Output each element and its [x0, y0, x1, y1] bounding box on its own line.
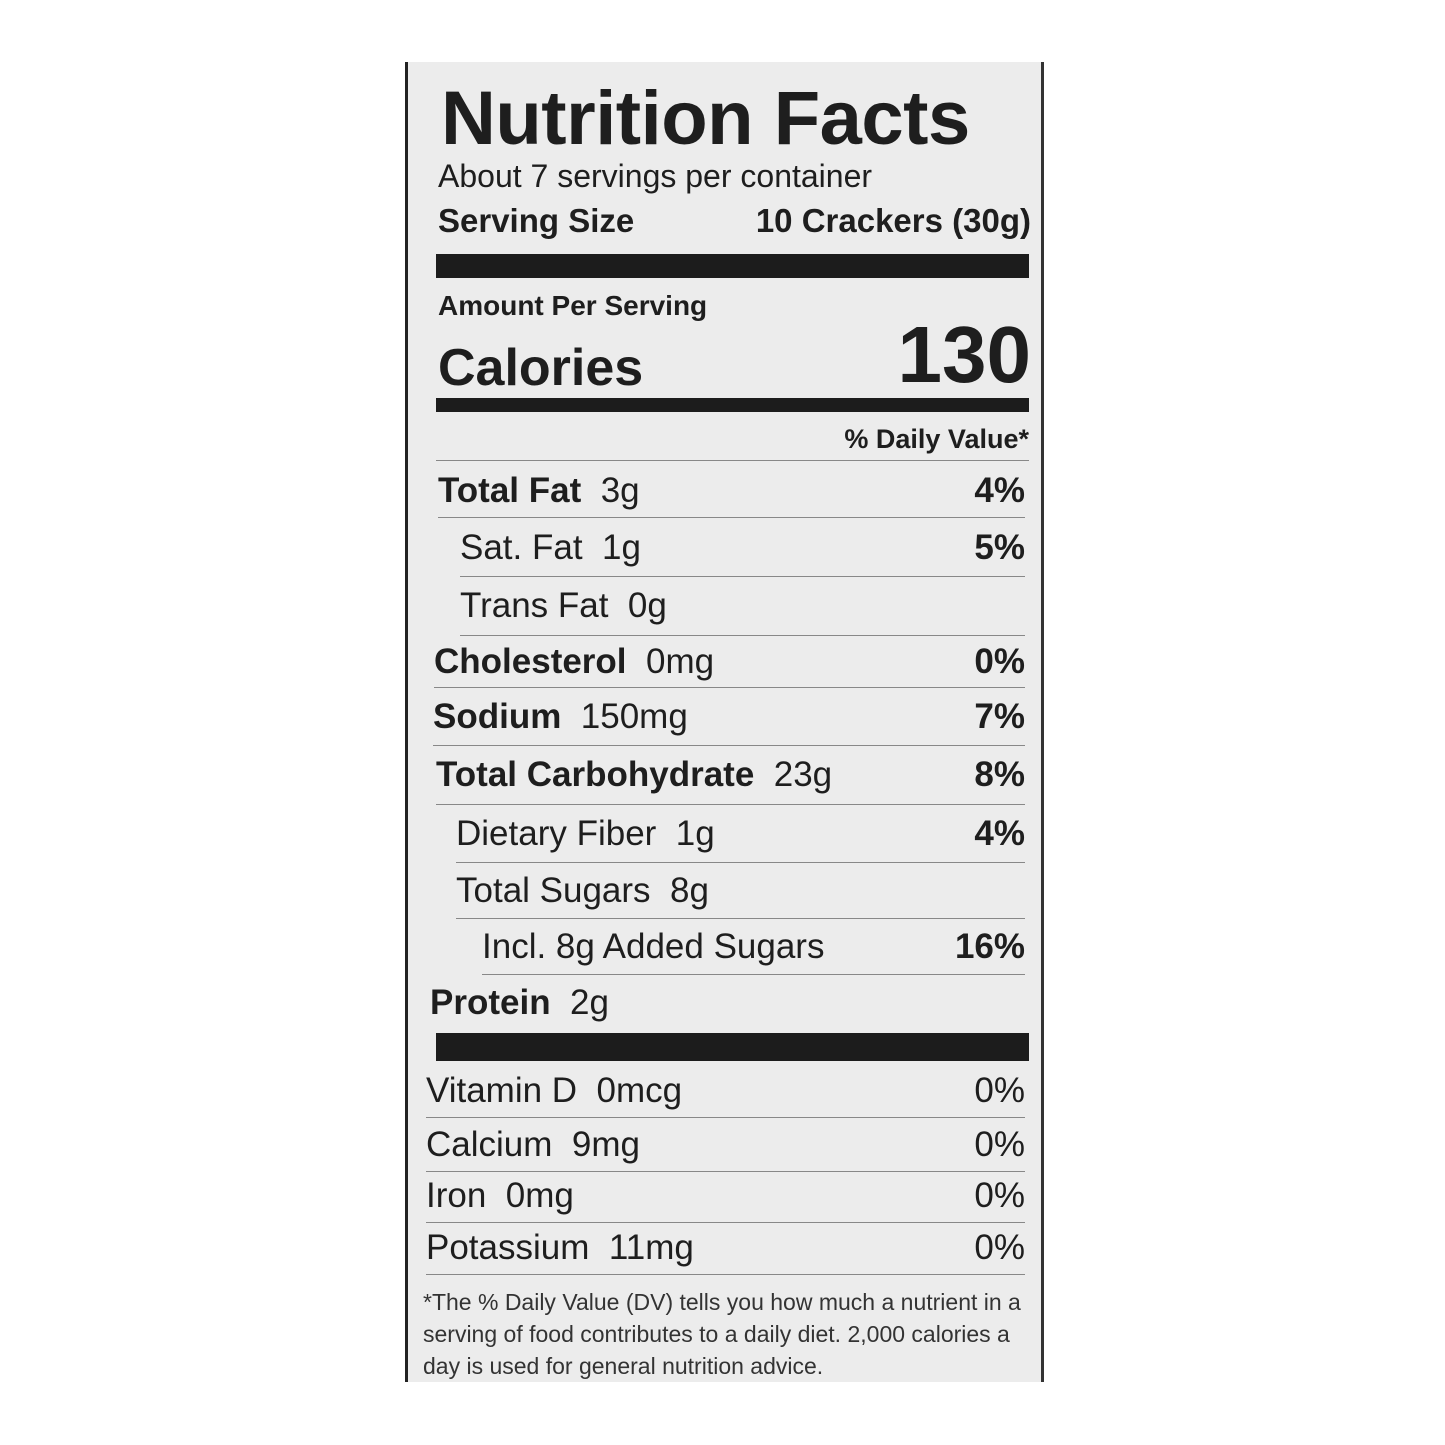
vitamin-daily-value: 0% [974, 1071, 1025, 1110]
nutrient-label: Total Carbohydrate 23g [436, 755, 832, 795]
calories-label: Calories [438, 339, 644, 397]
vitamin-daily-value: 0% [974, 1228, 1025, 1267]
calories-row: Calories 130 [438, 312, 1031, 398]
vitamin-daily-value: 0% [974, 1176, 1025, 1215]
nutrient-daily-value: 0% [974, 641, 1025, 681]
nutrient-name: Sodium [433, 697, 562, 736]
nutrient-label: Sat. Fat 1g [460, 528, 641, 568]
serving-size: Serving Size 10 Crackers (30g) [438, 202, 1031, 240]
nutrient-row: Protein 2g [430, 975, 1025, 1030]
footnote: *The % Daily Value (DV) tells you how mu… [423, 1289, 1021, 1379]
nutrient-name: Total Carbohydrate [436, 755, 755, 794]
vitamin-amount: 9mg [571, 1125, 640, 1164]
vitamin-label: Potassium 11mg [426, 1228, 694, 1268]
nutrient-label: Sodium 150mg [433, 697, 688, 737]
nutrient-amount: 150mg [580, 697, 688, 736]
nutrient-name: Incl. 8g Added Sugars [482, 926, 825, 966]
divider [436, 460, 1029, 461]
thick-divider [436, 1033, 1029, 1061]
nutrient-row: Cholesterol 0mg 0% [434, 636, 1025, 688]
vitamin-name: Vitamin D [426, 1071, 578, 1110]
nutrient-label: Total Sugars 8g [456, 871, 709, 911]
nutrient-row: Sat. Fat 1g 5% [460, 520, 1025, 577]
nutrient-daily-value: 4% [974, 813, 1025, 853]
nutrient-daily-value: 16% [954, 926, 1025, 966]
vitamin-daily-value: 0% [974, 1125, 1025, 1164]
daily-value-header: % Daily Value* [844, 424, 1029, 454]
nutrient-amount: 2g [570, 982, 609, 1022]
calories-value: 130 [897, 310, 1031, 399]
vitamin-row: Vitamin D 0mcg 0% [426, 1065, 1025, 1118]
nutrition-facts-label: Nutrition Facts About 7 servings per con… [405, 62, 1044, 1382]
vitamin-amount: 11mg [608, 1228, 694, 1267]
nutrient-amount: 0mg [646, 641, 715, 681]
serving-size-value: 10 Crackers (30g) [755, 202, 1031, 239]
vitamin-name: Iron [426, 1176, 487, 1215]
nutrient-row: Total Fat 3g 4% [438, 464, 1025, 518]
nutrient-name: Total Sugars [456, 870, 651, 910]
thick-divider [436, 254, 1029, 278]
serving-size-label: Serving Size [438, 202, 635, 239]
nutrient-label: Cholesterol 0mg [434, 642, 714, 682]
nutrient-amount: 0g [627, 586, 667, 625]
vitamin-row: Calcium 9mg 0% [426, 1119, 1025, 1172]
vitamin-label: Vitamin D 0mcg [426, 1071, 682, 1111]
amount-per-serving: Amount Per Serving [438, 290, 708, 321]
nutrient-amount: 23g [773, 755, 833, 794]
vitamin-amount: 0mcg [596, 1071, 683, 1110]
nutrient-amount: 1g [675, 813, 715, 853]
vitamin-row: Iron 0mg 0% [426, 1170, 1025, 1223]
nutrient-daily-value: 5% [974, 528, 1025, 567]
nutrient-name: Cholesterol [434, 641, 627, 681]
vitamin-label: Iron 0mg [426, 1176, 574, 1216]
vitamin-amount: 0mg [505, 1176, 574, 1215]
nutrient-name: Trans Fat [460, 586, 609, 625]
vitamin-label: Calcium 9mg [426, 1125, 640, 1165]
nutrient-label: Dietary Fiber 1g [456, 814, 715, 854]
nutrient-row: Trans Fat 0g [460, 577, 1025, 636]
nutrient-label: Protein 2g [430, 983, 609, 1023]
label-title: Nutrition Facts [441, 76, 970, 161]
servings-per-container: About 7 servings per container [438, 158, 873, 194]
nutrient-name: Total Fat [438, 470, 582, 510]
nutrient-daily-value: 8% [974, 755, 1025, 794]
nutrient-row: Total Carbohydrate 23g 8% [436, 746, 1025, 805]
nutrient-amount: 3g [600, 470, 640, 510]
nutrient-amount: 1g [602, 528, 641, 567]
nutrient-row: Dietary Fiber 1g 4% [456, 805, 1025, 863]
nutrient-amount: 8g [670, 870, 709, 910]
vitamin-name: Calcium [426, 1125, 553, 1164]
nutrient-name: Protein [430, 982, 551, 1022]
nutrient-label: Incl. 8g Added Sugars [482, 927, 844, 967]
nutrient-row: Total Sugars 8g [456, 863, 1025, 919]
nutrient-daily-value: 7% [974, 697, 1025, 736]
vitamin-row: Potassium 11mg 0% [426, 1222, 1025, 1275]
nutrient-row: Sodium 150mg 7% [433, 689, 1025, 746]
nutrient-name: Dietary Fiber [456, 813, 657, 853]
nutrient-label: Total Fat 3g [438, 471, 640, 511]
medium-divider [436, 398, 1029, 412]
nutrient-daily-value: 4% [974, 470, 1025, 510]
nutrient-row: Incl. 8g Added Sugars 16% [482, 919, 1025, 975]
vitamin-name: Potassium [426, 1228, 590, 1267]
nutrient-name: Sat. Fat [460, 528, 583, 567]
nutrient-label: Trans Fat 0g [460, 586, 667, 626]
